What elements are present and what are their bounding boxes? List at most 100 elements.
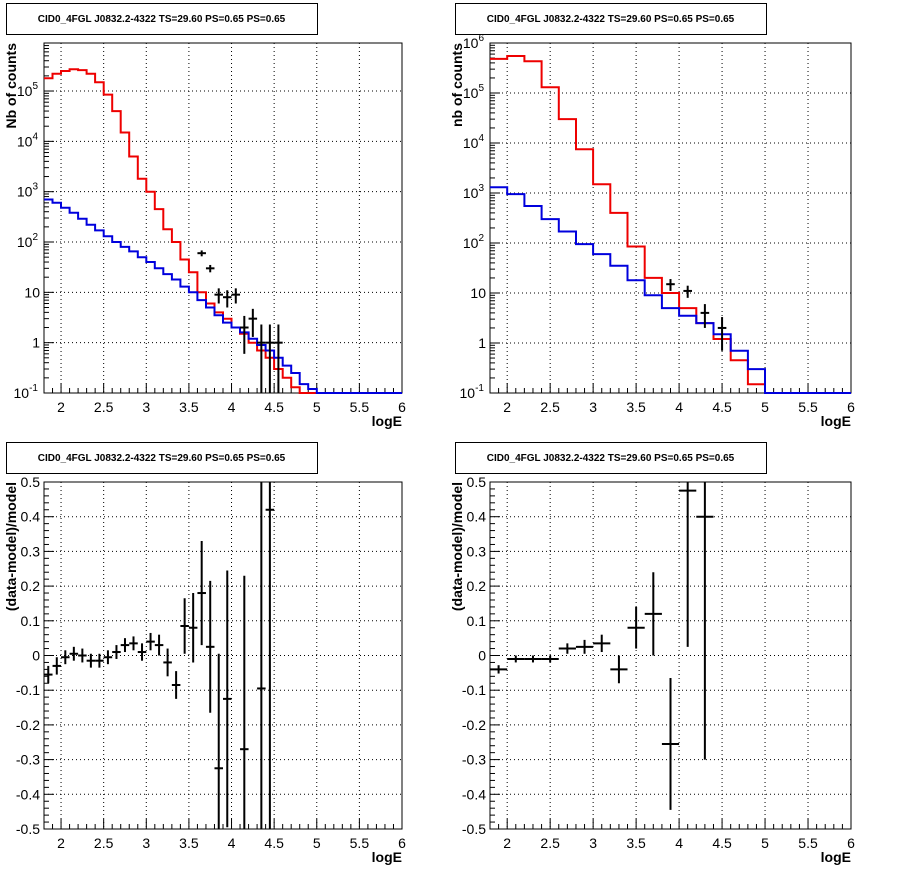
x-tick-label: 3.5 — [179, 399, 199, 415]
x-tick-label: 5 — [761, 835, 769, 851]
data-point — [627, 606, 645, 649]
x-tick-label: 2.5 — [540, 399, 560, 415]
title-box — [6, 3, 318, 35]
data-point — [86, 653, 96, 668]
y-axis-label: Nb of counts — [3, 43, 19, 129]
data-point — [223, 290, 232, 308]
x-tick-label: 5.5 — [798, 399, 818, 415]
chart-panel-1: CID0_4FGL J0832.2-4322 TS=29.60 PS=0.65 … — [3, 3, 406, 429]
data-point — [103, 650, 113, 665]
series-2-line — [44, 198, 402, 394]
data-point — [666, 279, 675, 291]
data-point — [214, 653, 223, 829]
data-point — [180, 598, 189, 654]
y-tick-label: 1 — [478, 335, 486, 351]
data-point — [257, 482, 266, 829]
chart-title: CID0_4FGL J0832.2-4322 TS=29.60 PS=0.65 … — [487, 453, 735, 464]
x-tick-label: 4 — [228, 835, 236, 851]
title-box — [455, 442, 767, 474]
y-tick-label: 10 — [24, 284, 40, 300]
data-point — [78, 648, 87, 663]
y-tick-label: 102 — [17, 232, 39, 250]
x-tick-label: 5.5 — [350, 399, 370, 415]
x-axis-label: logE — [821, 849, 851, 865]
data-point — [610, 655, 628, 684]
x-tick-label: 4.5 — [712, 835, 732, 851]
x-tick-label: 2 — [57, 399, 65, 415]
series-2-line — [490, 186, 851, 394]
x-tick-label: 3 — [589, 399, 597, 415]
grid — [44, 43, 403, 394]
x-axis-label: logE — [372, 849, 402, 865]
y-tick-label: 103 — [17, 182, 39, 200]
data-point — [146, 632, 155, 651]
y-tick-label: 0.5 — [467, 474, 487, 490]
data-point — [644, 572, 662, 656]
plot-frame — [489, 42, 852, 394]
y-tick-label: -0.1 — [462, 682, 486, 698]
grid — [44, 481, 403, 830]
data-point — [129, 636, 138, 651]
y-axis-label: (data-model)/model — [3, 482, 19, 611]
data-point — [240, 315, 249, 354]
y-tick-label: 103 — [463, 183, 485, 201]
x-tick-label: 2 — [503, 835, 511, 851]
y-tick-label: 104 — [17, 131, 39, 149]
x-axis-label: logE — [372, 413, 402, 429]
x-tick-label: 3.5 — [626, 399, 646, 415]
axis-ticks — [43, 481, 403, 830]
data-point — [61, 650, 70, 665]
chart-panel-3: CID0_4FGL J0832.2-4322 TS=29.60 PS=0.65 … — [3, 442, 406, 865]
data-point — [240, 575, 249, 829]
data-point — [188, 593, 198, 663]
plot-frame — [43, 42, 403, 394]
x-tick-label: 3.5 — [179, 835, 199, 851]
y-tick-label: 1 — [32, 335, 40, 351]
data-point — [197, 250, 206, 257]
y-tick-label: 106 — [463, 33, 485, 51]
y-axis-label: nb of counts — [449, 43, 465, 127]
x-tick-label: 2.5 — [94, 835, 114, 851]
y-tick-label: 0.4 — [467, 509, 487, 525]
y-tick-label: 0.1 — [21, 613, 41, 629]
y-tick-label: 0 — [32, 648, 40, 664]
chart-title: CID0_4FGL J0832.2-4322 TS=29.60 PS=0.65 … — [38, 14, 286, 25]
data-points — [197, 250, 283, 393]
x-tick-label: 4.5 — [712, 399, 732, 415]
data-points — [666, 279, 727, 351]
y-tick-label: 105 — [463, 83, 485, 101]
data-point — [274, 324, 283, 393]
data-point — [205, 264, 215, 273]
data-point — [265, 482, 275, 829]
y-tick-label: 0.2 — [467, 578, 487, 594]
y-tick-label: -0.4 — [462, 786, 486, 802]
y-tick-label: -0.3 — [462, 752, 486, 768]
data-point — [197, 540, 206, 646]
data-point — [575, 639, 594, 654]
x-tick-label: 2.5 — [540, 835, 560, 851]
x-tick-label: 3 — [142, 399, 150, 415]
axis-ticks — [43, 42, 403, 394]
data-point — [593, 634, 611, 653]
data-point — [661, 678, 680, 810]
y-tick-label: 0.1 — [467, 613, 487, 629]
plot-frame — [43, 481, 403, 830]
y-tick-label: 0 — [478, 648, 486, 664]
data-point — [95, 653, 104, 668]
y-tick-label: 0.5 — [21, 474, 41, 490]
title-box — [455, 3, 767, 35]
x-tick-label: 4 — [675, 399, 683, 415]
x-tick-label: 2.5 — [94, 399, 114, 415]
x-tick-label: 2 — [57, 835, 65, 851]
data-point — [120, 638, 130, 653]
y-tick-label: 104 — [463, 133, 485, 151]
x-tick-label: 4.5 — [264, 835, 284, 851]
x-tick-label: 3.5 — [626, 835, 646, 851]
data-point — [205, 580, 215, 713]
y-tick-label: 0.3 — [21, 543, 41, 559]
data-point — [44, 665, 53, 684]
grid — [490, 42, 852, 394]
data-point — [171, 671, 181, 699]
chart-title: CID0_4FGL J0832.2-4322 TS=29.60 PS=0.65 … — [38, 453, 286, 464]
